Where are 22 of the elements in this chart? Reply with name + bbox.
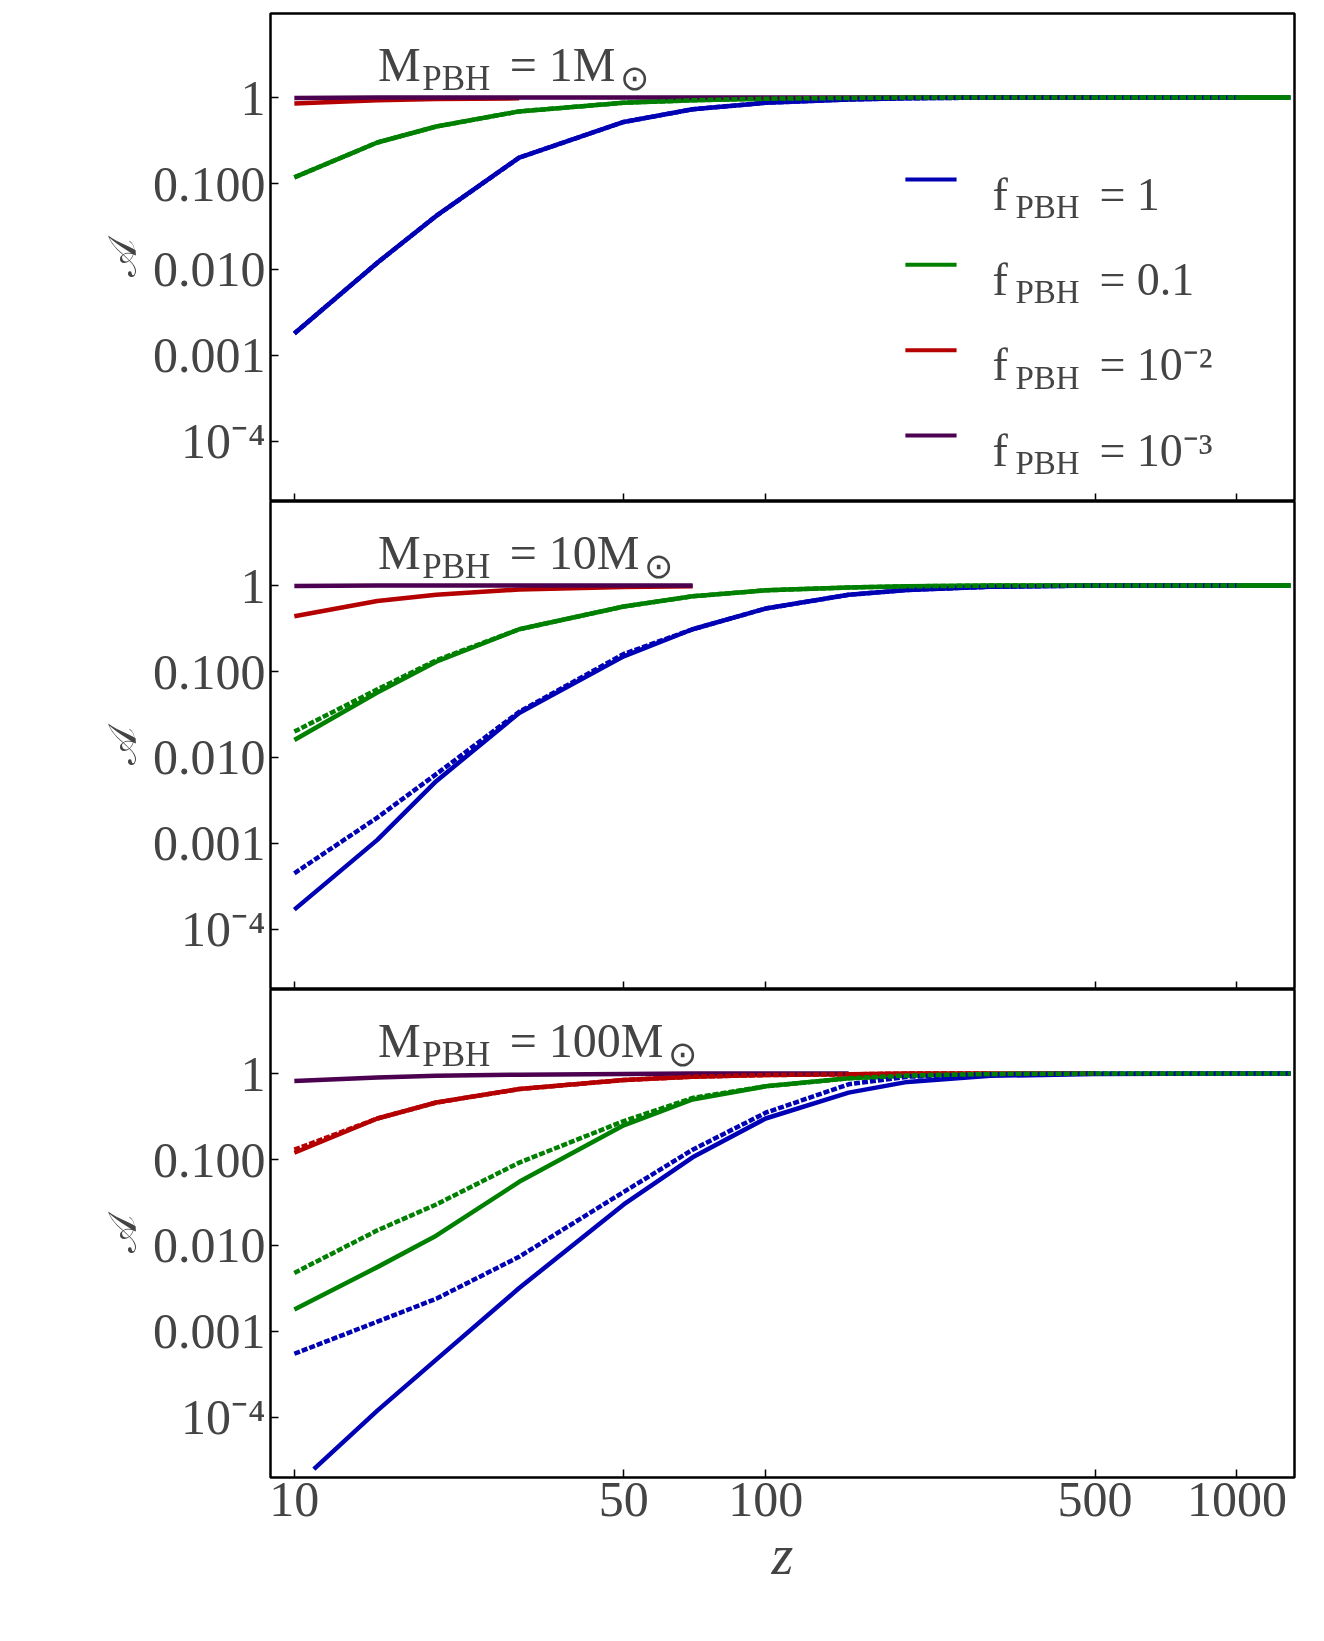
y-tick-label: 0.001 — [153, 327, 266, 384]
y-tick-label: 0.100 — [153, 643, 266, 700]
y-tick-label: 10⁻⁴ — [181, 901, 266, 958]
y-axis-title: 𝒜 — [99, 1210, 145, 1253]
x-tick-label: 10 — [269, 1470, 320, 1527]
x-tick-label: 500 — [1057, 1470, 1133, 1527]
y-tick-label: 10⁻⁴ — [181, 413, 266, 470]
y-tick-label: 1 — [240, 69, 266, 126]
y-tick-label: 1 — [240, 557, 266, 614]
y-tick-label: 1 — [240, 1045, 266, 1102]
x-tick-label: 1000 — [1186, 1470, 1287, 1527]
y-tick-label: 0.100 — [153, 155, 266, 212]
y-tick-label: 0.100 — [153, 1131, 266, 1188]
y-tick-label: 0.001 — [153, 1303, 266, 1360]
y-tick-label: 10⁻⁴ — [181, 1389, 266, 1446]
y-tick-label: 0.010 — [153, 241, 266, 298]
x-tick-label: 50 — [598, 1470, 649, 1527]
y-tick-label: 0.010 — [153, 1217, 266, 1274]
y-axis-title: 𝒜 — [99, 722, 145, 765]
y-axis-title: 𝒜 — [99, 234, 145, 277]
y-tick-label: 0.010 — [153, 729, 266, 786]
y-tick-label: 0.001 — [153, 815, 266, 872]
